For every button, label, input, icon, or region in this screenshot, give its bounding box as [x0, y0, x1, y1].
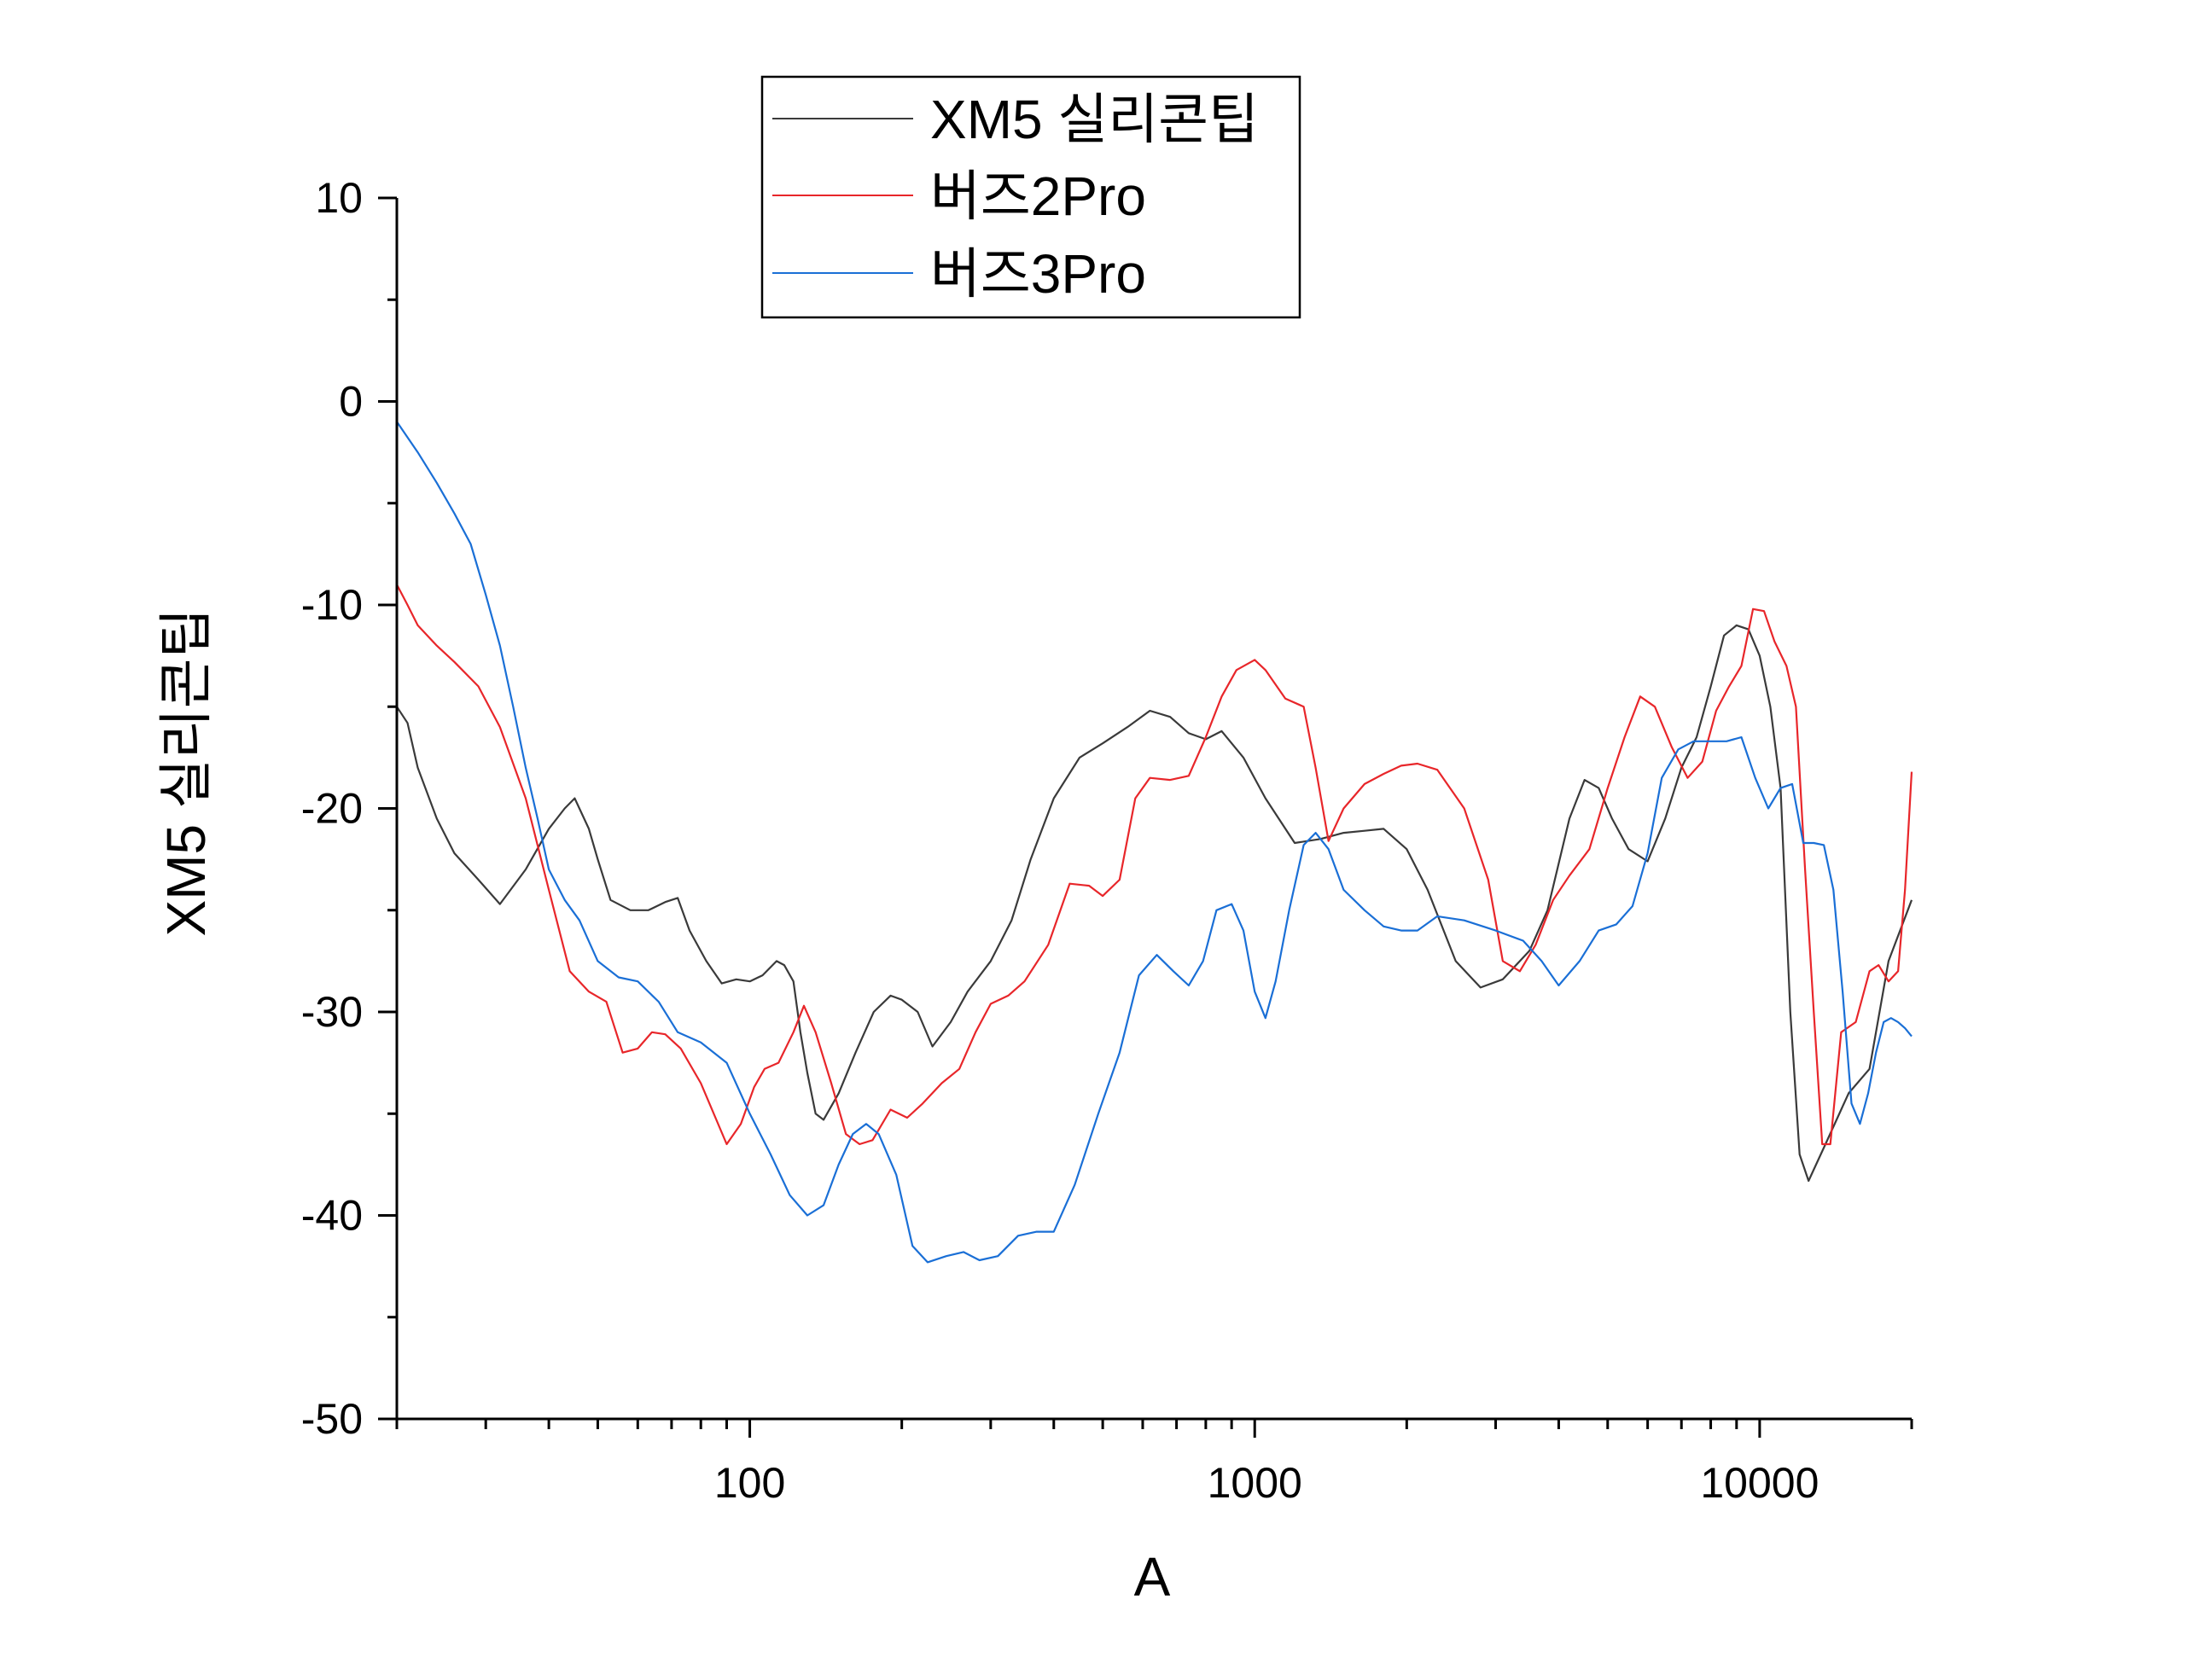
x-tick-label: 100	[714, 1459, 785, 1507]
legend-label-buds2pro: 버즈2Pro	[930, 166, 1146, 227]
legend-box	[760, 75, 1301, 319]
x-axis-title: A	[1134, 1546, 1171, 1607]
y-tick-label: -40	[301, 1192, 363, 1240]
y-tick-label: 10	[315, 174, 363, 222]
x-tick-label: 1000	[1208, 1459, 1302, 1507]
y-axis-title: XM5 실리콘팁	[155, 608, 217, 937]
plot-lines	[396, 421, 1913, 1264]
series-line-buds2pro	[396, 584, 1913, 1146]
x-tick-label: 10000	[1700, 1459, 1819, 1507]
series-line-buds3pro	[396, 421, 1913, 1264]
y-tick-label: -20	[301, 785, 363, 833]
legend-label-xm5: XM5 실리콘팁	[930, 89, 1259, 150]
y-tick-label: -10	[301, 581, 363, 629]
legend-label-buds3pro: 버즈3Pro	[930, 243, 1146, 305]
y-tick-label: 0	[339, 378, 363, 426]
y-tick-label: -30	[301, 988, 363, 1036]
axes	[378, 196, 1913, 1438]
y-tick-label: -50	[301, 1395, 363, 1443]
legend: XM5 실리콘팁 버즈2Pro 버즈3Pro	[760, 75, 1301, 319]
series-line-xm5	[396, 624, 1913, 1183]
